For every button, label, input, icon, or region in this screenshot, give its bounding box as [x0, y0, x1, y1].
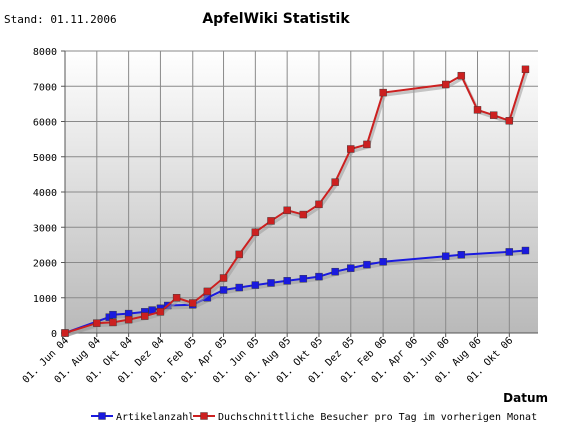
chart-title: ApfelWiki Statistik	[202, 11, 350, 27]
series-2-point	[219, 274, 228, 282]
series-2-point	[283, 206, 291, 215]
series-2-point	[141, 312, 149, 320]
series-1-point	[457, 251, 466, 259]
series-2-point	[251, 228, 260, 236]
legend-swatch-marker	[200, 412, 208, 420]
legend-label: Duchschnittliche Besucher pro Tag im vor…	[218, 412, 537, 423]
series-2-shadow	[66, 71, 529, 337]
series-1-point	[299, 275, 308, 283]
y-tick-label: 6000	[33, 118, 57, 129]
series-2-point	[124, 315, 133, 324]
series-2-point	[299, 210, 308, 219]
series-2-point	[109, 318, 117, 327]
series-2-point	[441, 80, 450, 89]
legend-label: Artikelanzahl	[116, 412, 194, 423]
series-1-point	[235, 283, 243, 292]
y-tick-label: 8000	[33, 47, 57, 58]
series-1-point	[251, 281, 260, 289]
series-1-point	[331, 267, 339, 276]
series-2-point	[93, 319, 101, 327]
y-axis-ticks: 0 1000 2000 3000 4000 5000 6000 7000 8000	[33, 47, 65, 340]
y-tick-label: 7000	[33, 82, 57, 93]
series-1-point	[315, 272, 323, 281]
series-2-point	[379, 88, 387, 97]
series-2-point	[189, 299, 197, 307]
series-1-point	[441, 252, 450, 260]
series-1-point	[505, 248, 514, 256]
y-tick-label: 0	[51, 329, 57, 340]
y-tick-label: 1000	[33, 294, 57, 305]
legend-swatch-marker	[98, 412, 106, 420]
x-axis-label: Datum	[503, 391, 548, 405]
y-tick-label: 2000	[33, 259, 57, 270]
series-2-point	[61, 329, 69, 337]
series-2-point	[363, 140, 371, 149]
y-tick-label: 4000	[33, 188, 57, 199]
series-2-point	[521, 65, 530, 74]
series-1-point	[379, 258, 387, 266]
series-2-point	[315, 200, 323, 209]
series-1-point	[363, 260, 371, 269]
series-2-point	[235, 250, 243, 259]
series-1-point	[219, 286, 228, 294]
series-layer	[61, 65, 530, 337]
series-2-point	[505, 117, 514, 125]
series-1-point	[283, 277, 291, 285]
y-tick-label: 5000	[33, 153, 57, 164]
series-2-point	[489, 111, 498, 119]
series-1-point	[347, 264, 355, 272]
series-2-point	[473, 106, 482, 114]
legend: Artikelanzahl Duchschnittliche Besucher p…	[91, 412, 537, 423]
series-1-point	[109, 310, 117, 319]
series-2-point	[267, 217, 275, 225]
series-2-point	[156, 308, 165, 316]
series-2-point	[347, 145, 355, 153]
series-2-point	[331, 178, 339, 186]
series-2-point	[203, 287, 212, 296]
series-1-point	[267, 279, 275, 287]
stand-date: Stand: 01.11.2006	[4, 13, 117, 26]
series-1-point	[521, 246, 530, 255]
series-2-point	[457, 71, 466, 80]
y-tick-label: 3000	[33, 223, 57, 234]
series-2-point	[172, 294, 181, 302]
